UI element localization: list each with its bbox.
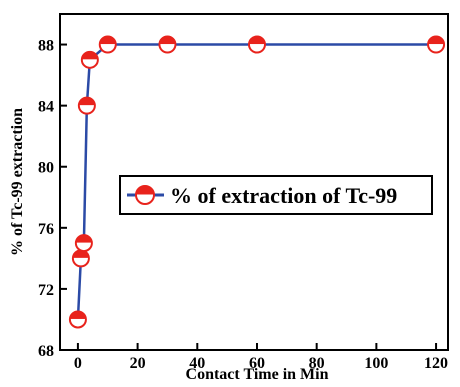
y-tick-label: 80 (38, 160, 54, 177)
legend-box (119, 175, 433, 215)
x-tick-label: 40 (189, 355, 205, 372)
data-point-marker (68, 310, 87, 329)
data-point-marker (247, 35, 266, 54)
data-point-marker (71, 249, 90, 268)
x-tick-label: 0 (74, 355, 82, 372)
x-tick-label: 100 (364, 355, 388, 372)
x-axis-title: Contact Time in Min (186, 366, 329, 382)
x-tick-label: 120 (424, 355, 448, 372)
ticks-layer: 0 20 40 60 80 100 120 68 72 76 80 84 88 (38, 38, 448, 372)
data-point-marker (80, 50, 99, 69)
data-point-marker (77, 96, 96, 115)
y-axis-title: % of Tc-99 extraction (9, 108, 26, 256)
x-tick-label: 20 (130, 355, 146, 372)
x-tick-label: 80 (309, 355, 325, 372)
x-tick-label: 60 (249, 355, 265, 372)
legend-label: % of extraction of Tc-99 (170, 183, 397, 208)
y-tick-label: 84 (38, 99, 54, 116)
data-point-marker (427, 35, 446, 54)
y-tick-label: 76 (38, 221, 54, 238)
data-point-marker (98, 35, 117, 54)
plot-frame (59, 13, 449, 351)
y-tick-label: 72 (38, 282, 54, 299)
legend: % of extraction of Tc-99 (119, 175, 433, 215)
data-point-marker (158, 35, 177, 54)
data-point-marker (74, 234, 93, 253)
legend-marker-symbol (135, 185, 155, 205)
legend-marker (135, 185, 155, 205)
series-layer (68, 35, 446, 329)
y-tick-label: 68 (38, 343, 54, 360)
y-tick-label: 88 (38, 38, 54, 55)
